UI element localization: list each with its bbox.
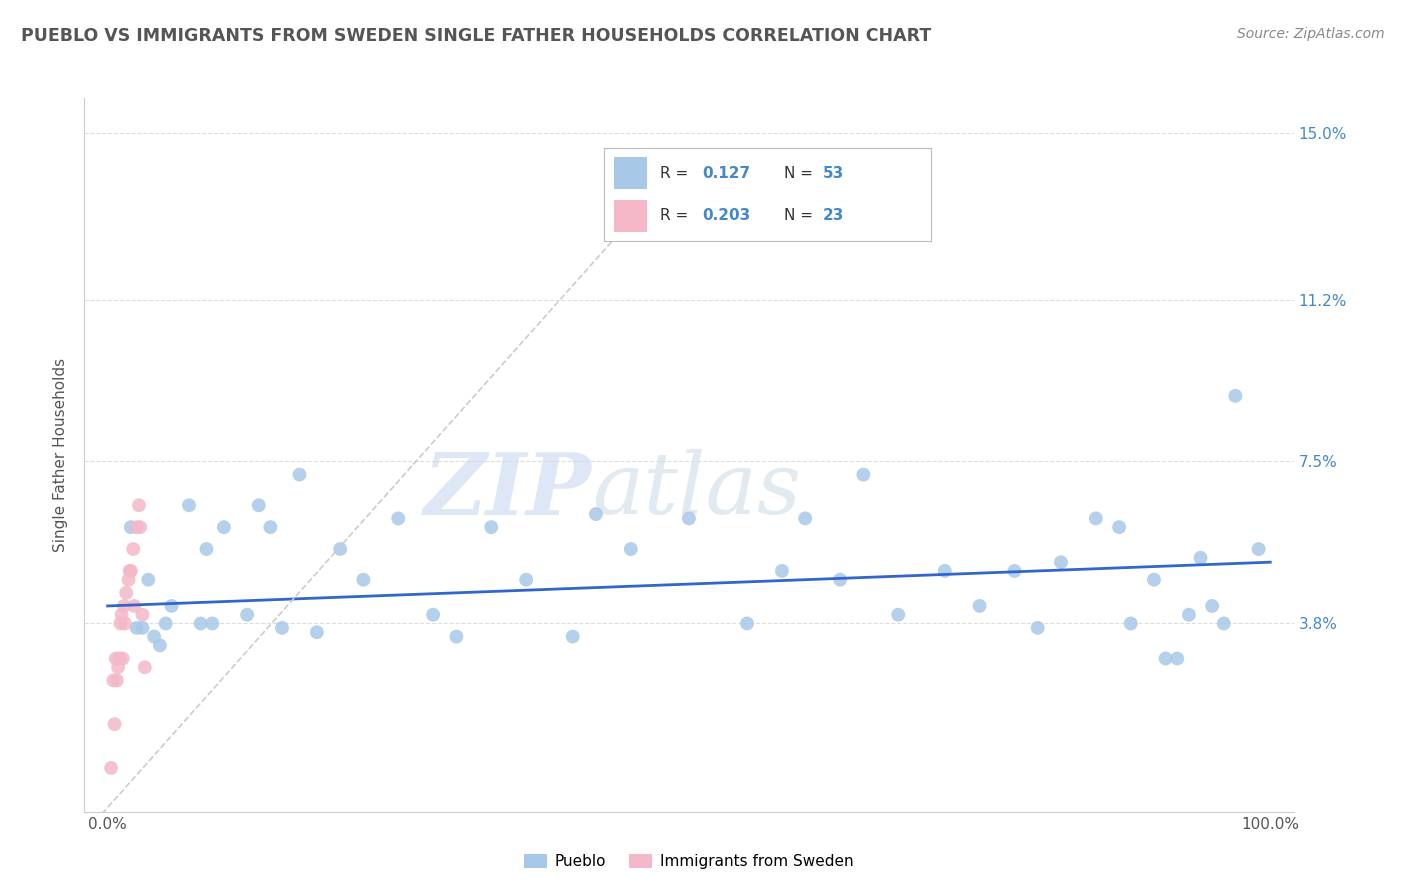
Point [1212,616,1234,631]
Point [1143,573,1166,587]
Text: N =: N = [785,209,818,223]
Point [620,542,643,557]
Point [103,673,125,688]
Point [271,621,294,635]
Point [105,673,128,688]
Point [887,607,910,622]
Point [329,542,352,557]
Point [479,520,502,534]
Text: 53: 53 [823,166,844,180]
Point [190,616,212,631]
Point [195,542,218,557]
Point [561,630,583,644]
Point [155,616,177,631]
Point [236,607,259,622]
Point [117,573,139,587]
Point [128,498,150,512]
Point [120,564,142,578]
Point [108,651,131,665]
Point [969,599,991,613]
Point [110,616,132,631]
Point [1026,621,1049,635]
Point [934,564,956,578]
Point [107,660,129,674]
Text: 0.203: 0.203 [702,209,751,223]
Point [112,599,135,613]
Point [678,511,700,525]
Point [1108,520,1130,534]
Point [1247,542,1270,557]
Point [125,520,148,534]
FancyBboxPatch shape [614,157,647,189]
Point [387,511,409,525]
Point [515,573,537,587]
Point [120,520,142,534]
Point [134,660,156,674]
Text: atlas: atlas [592,450,801,532]
Text: R =: R = [659,166,693,180]
Point [422,607,444,622]
Text: ZIP: ZIP [425,449,592,533]
Point [160,599,183,613]
Point [1201,599,1223,613]
Text: N =: N = [785,166,818,180]
Point [201,616,224,631]
Point [125,621,148,635]
Point [1166,651,1188,665]
Point [1178,607,1201,622]
Point [1050,555,1073,569]
Point [131,621,153,635]
Point [1084,511,1107,525]
Point [124,599,146,613]
Point [288,467,311,482]
Point [794,511,817,525]
Point [1119,616,1142,631]
Point [110,607,132,622]
Point [100,761,122,775]
Legend: Pueblo, Immigrants from Sweden: Pueblo, Immigrants from Sweden [519,848,859,875]
Point [852,467,875,482]
Point [1225,389,1247,403]
Point [177,498,200,512]
Text: 0.127: 0.127 [702,166,751,180]
Point [247,498,270,512]
Point [212,520,235,534]
Point [136,573,159,587]
Point [149,638,172,652]
Point [129,520,152,534]
Point [770,564,793,578]
Point [259,520,281,534]
Point [114,616,136,631]
Point [1004,564,1026,578]
Point [111,651,134,665]
FancyBboxPatch shape [614,200,647,232]
Point [104,651,127,665]
Point [446,630,468,644]
Text: Source: ZipAtlas.com: Source: ZipAtlas.com [1237,27,1385,41]
Point [104,717,127,731]
Point [131,607,153,622]
Y-axis label: Single Father Households: Single Father Households [53,358,69,552]
Point [830,573,852,587]
Text: R =: R = [659,209,693,223]
Point [1189,550,1212,565]
Point [585,507,607,521]
Point [735,616,758,631]
Text: 23: 23 [823,209,845,223]
Point [352,573,374,587]
Point [115,586,138,600]
Point [1154,651,1177,665]
Point [118,564,141,578]
Point [122,542,145,557]
Point [305,625,328,640]
Point [143,630,166,644]
Text: PUEBLO VS IMMIGRANTS FROM SWEDEN SINGLE FATHER HOUSEHOLDS CORRELATION CHART: PUEBLO VS IMMIGRANTS FROM SWEDEN SINGLE … [21,27,931,45]
